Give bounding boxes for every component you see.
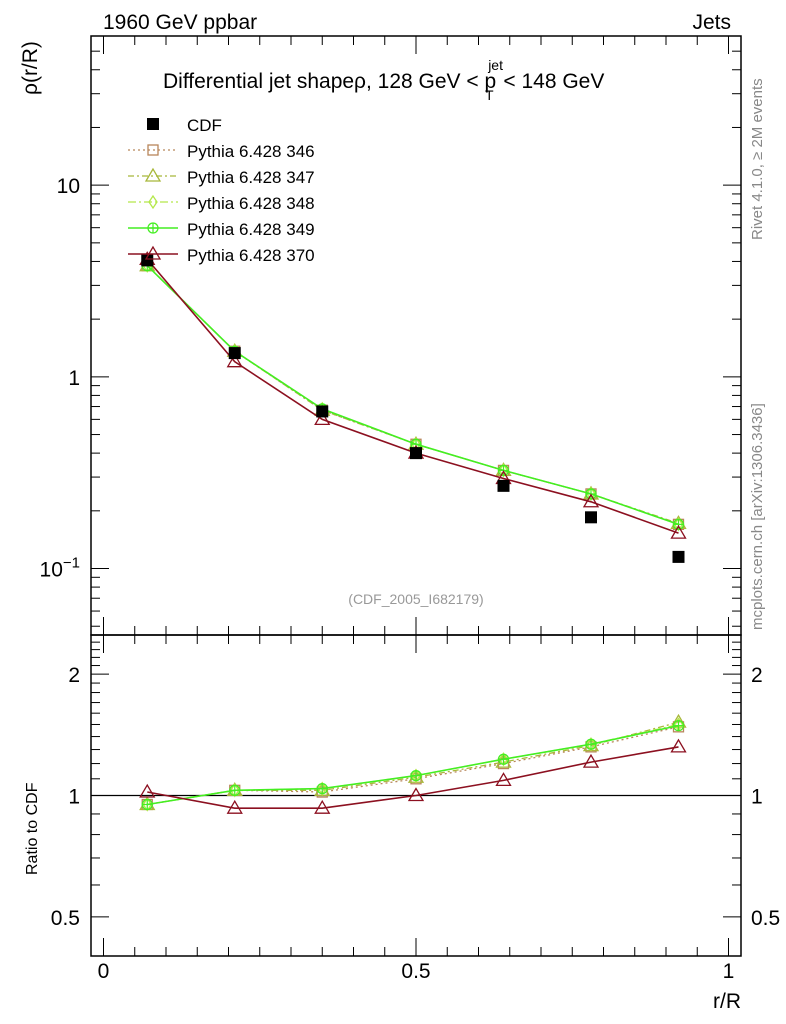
main-y-tick-label: 10	[57, 175, 80, 198]
main-point-cdf	[410, 447, 422, 460]
ratio-point-pythia-6-428-348	[411, 768, 421, 783]
main-point-pythia-6-428-370	[314, 411, 331, 426]
main-point-cdf	[141, 254, 154, 267]
ratio-line-pythia-6-428-370	[147, 746, 679, 809]
main-point-pythia-6-428-348	[498, 463, 509, 478]
x-tick-label: 0.5	[401, 960, 430, 983]
plot-title-tail: < 148 GeV	[498, 70, 605, 93]
ratio-y-tick-label-right: 1	[751, 786, 763, 809]
header-right: Jets	[692, 11, 731, 34]
ratio-y-axis-label: Ratio to CDF	[24, 782, 41, 875]
legend-label-pythia-6-428-349: Pythia 6.428 349	[187, 220, 315, 239]
main-point-pythia-6-428-348	[673, 517, 684, 532]
ratio-point-pythia-6-428-349	[141, 798, 153, 811]
ratio-point-pythia-6-428-348	[142, 797, 153, 812]
main-line-pythia-6-428-370	[146, 258, 679, 534]
plot-title-sup: jet	[487, 57, 503, 73]
ratio-point-pythia-6-428-348	[586, 737, 596, 752]
mcplots-label: mcplots.cern.ch [arXiv:1306.3436]	[749, 403, 766, 630]
ratio-point-pythia-6-428-348	[229, 783, 240, 798]
tick-exponent: −1	[63, 555, 80, 572]
x-tick-label: 1	[723, 960, 735, 983]
ratio-point-pythia-6-428-370	[670, 738, 687, 753]
main-point-pythia-6-428-348	[586, 486, 596, 502]
ratio-line-pythia-6-428-348	[147, 723, 679, 806]
main-y-tick-label: 1	[68, 367, 80, 390]
ratio-y-tick-label-left: 0.5	[51, 907, 80, 930]
main-line-pythia-6-428-346	[146, 265, 679, 526]
x-tick-label: 0	[98, 960, 110, 983]
header-left: 1960 GeV ppbar	[103, 11, 257, 34]
ratio-point-pythia-6-428-370	[582, 753, 600, 768]
ratio-point-pythia-6-428-370	[314, 799, 331, 814]
main-point-pythia-6-428-349	[672, 518, 685, 531]
plot-title: Differential jet shapeρ, 128 GeV < pjet T…	[163, 57, 604, 103]
ratio-point-pythia-6-428-370	[495, 772, 512, 787]
main-y-axis-label: ρ(r/R)	[19, 41, 42, 95]
main-point-cdf	[316, 405, 329, 418]
main-line-pythia-6-428-348	[146, 265, 679, 526]
ratio-y-tick-label-right: 2	[751, 664, 763, 687]
ratio-point-pythia-6-428-349	[585, 738, 597, 750]
tick-base: 10	[40, 559, 63, 582]
ratio-point-pythia-6-428-349	[229, 784, 241, 796]
legend-marker-pythia-6-428-346	[147, 144, 159, 156]
ratio-y-tick-label-right: 0.5	[751, 907, 780, 930]
ratio-point-pythia-6-428-349	[497, 753, 510, 765]
main-point-pythia-6-428-370	[226, 353, 243, 368]
main-line-pythia-6-428-349	[146, 265, 679, 526]
main-point-pythia-6-428-370	[582, 493, 600, 508]
plot-title-sub: T	[485, 87, 494, 103]
main-point-cdf	[672, 550, 685, 563]
ratio-point-pythia-6-428-349	[316, 782, 328, 795]
legend-marker-pythia-6-428-349	[147, 222, 159, 234]
ratio-point-pythia-6-428-370	[407, 787, 425, 802]
legend-label-pythia-6-428-370: Pythia 6.428 370	[187, 246, 315, 265]
legend-marker-pythia-6-428-347	[144, 167, 162, 182]
plot-title-main: Differential jet shapeρ, 128 GeV < p	[163, 70, 496, 93]
main-point-cdf	[585, 511, 597, 524]
main-point-cdf	[497, 479, 510, 492]
legend-label-pythia-6-428-348: Pythia 6.428 348	[187, 194, 315, 213]
ratio-point-pythia-6-428-370	[139, 783, 156, 798]
legend-label-pythia-6-428-347: Pythia 6.428 347	[187, 168, 315, 187]
analysis-id: (CDF_2005_I682179)	[348, 591, 483, 607]
main-line-pythia-6-428-347	[146, 265, 679, 525]
legend-label-cdf: CDF	[187, 116, 222, 135]
ratio-y-tick-label-left: 1	[68, 786, 80, 809]
legend-marker-cdf	[147, 118, 159, 130]
ratio-y-tick-label-left: 2	[68, 664, 80, 687]
main-y-tick-label: 10−1	[40, 555, 80, 582]
ratio-point-pythia-6-428-348	[317, 781, 328, 796]
main-point-pythia-6-428-370	[670, 524, 687, 539]
x-axis-label: r/R	[713, 990, 741, 1013]
legend-marker-pythia-6-428-348	[148, 194, 158, 210]
ratio-point-pythia-6-428-348	[498, 752, 509, 767]
ratio-point-pythia-6-428-370	[226, 799, 243, 814]
ratio-point-pythia-6-428-349	[410, 769, 422, 782]
legend-marker-pythia-6-428-370	[144, 245, 162, 260]
ratio-point-pythia-6-428-349	[672, 719, 685, 732]
rivet-label: Rivet 4.1.0, ≥ 2M events	[749, 78, 766, 240]
legend-label-pythia-6-428-346: Pythia 6.428 346	[187, 142, 315, 161]
main-point-cdf	[228, 347, 241, 360]
